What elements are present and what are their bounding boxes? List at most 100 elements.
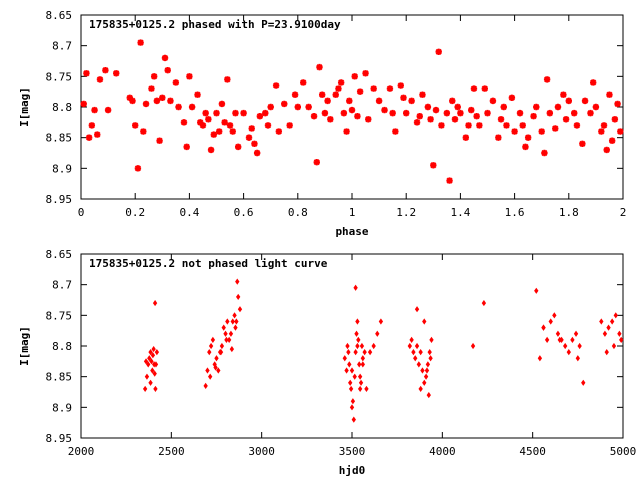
data-point bbox=[205, 116, 212, 123]
data-point bbox=[476, 122, 483, 129]
data-point bbox=[360, 361, 366, 368]
data-point bbox=[281, 100, 288, 108]
data-point bbox=[210, 336, 216, 343]
data-point bbox=[606, 324, 611, 331]
data-point bbox=[94, 131, 101, 138]
data-point bbox=[224, 76, 231, 83]
data-point bbox=[438, 122, 445, 129]
data-point bbox=[221, 119, 228, 126]
data-point bbox=[332, 91, 339, 98]
data-point bbox=[351, 73, 358, 80]
data-point bbox=[213, 109, 220, 117]
data-point bbox=[316, 63, 323, 71]
data-point bbox=[365, 116, 372, 123]
x-tick-label: 1.8 bbox=[559, 206, 579, 219]
data-point bbox=[617, 330, 622, 337]
data-point bbox=[495, 134, 502, 141]
x-tick-label: 3500 bbox=[339, 445, 366, 458]
x-tick-label: 1 bbox=[349, 206, 356, 219]
data-point bbox=[264, 122, 272, 129]
data-point bbox=[245, 134, 253, 141]
data-point bbox=[454, 103, 461, 111]
data-point bbox=[147, 355, 152, 362]
data-point bbox=[435, 48, 442, 55]
data-point bbox=[344, 367, 349, 374]
data-point bbox=[355, 318, 360, 325]
data-point bbox=[235, 278, 240, 285]
data-point bbox=[310, 113, 318, 120]
data-point bbox=[557, 336, 562, 343]
data-point bbox=[126, 94, 133, 101]
data-point bbox=[617, 128, 624, 135]
data-point bbox=[426, 391, 431, 399]
data-point bbox=[367, 349, 373, 356]
data-point bbox=[484, 109, 491, 117]
data-point bbox=[351, 416, 356, 423]
data-point bbox=[524, 134, 532, 141]
data-point bbox=[470, 85, 478, 92]
y-tick-label: 8.85 bbox=[46, 371, 73, 384]
data-point bbox=[236, 293, 241, 301]
chart-title: 175835+0125.2 phased with P=23.9100day bbox=[89, 18, 341, 31]
x-tick-label: 2500 bbox=[158, 445, 185, 458]
data-point bbox=[113, 70, 120, 77]
data-point bbox=[213, 364, 218, 371]
data-point bbox=[232, 109, 239, 117]
data-point bbox=[210, 131, 217, 138]
data-point bbox=[343, 128, 350, 135]
data-point bbox=[581, 379, 586, 386]
data-point bbox=[570, 336, 575, 343]
x-tick-label: 1.2 bbox=[396, 206, 416, 219]
data-point bbox=[218, 100, 226, 108]
data-point bbox=[150, 352, 156, 359]
data-point bbox=[305, 103, 312, 111]
y-axis-label: I[mag] bbox=[18, 326, 31, 366]
data-point bbox=[183, 143, 190, 151]
data-point bbox=[619, 336, 624, 343]
data-point bbox=[140, 128, 147, 135]
data-point bbox=[262, 109, 269, 117]
x-axis-label: hjd0 bbox=[339, 464, 366, 477]
x-tick-label: 5000 bbox=[610, 445, 637, 458]
x-tick-label: 1.4 bbox=[450, 206, 470, 219]
data-point bbox=[300, 79, 307, 86]
data-point bbox=[500, 103, 507, 111]
x-tick-label: 4000 bbox=[429, 445, 456, 458]
data-point bbox=[375, 330, 380, 337]
data-point bbox=[342, 355, 347, 362]
data-point bbox=[142, 100, 150, 108]
data-point bbox=[226, 122, 234, 129]
data-point bbox=[409, 336, 414, 343]
data-point bbox=[497, 116, 505, 123]
data-point bbox=[148, 379, 153, 386]
data-point bbox=[371, 342, 376, 350]
data-point bbox=[481, 85, 488, 92]
data-point bbox=[592, 103, 600, 111]
chart-title: 175835+0125.2 not phased light curve bbox=[89, 257, 328, 270]
data-point bbox=[604, 349, 609, 356]
data-point bbox=[156, 137, 163, 144]
data-point bbox=[422, 379, 427, 386]
data-point bbox=[88, 122, 96, 129]
data-point bbox=[229, 345, 235, 353]
data-point bbox=[348, 379, 353, 386]
data-point bbox=[234, 143, 242, 151]
data-point bbox=[350, 398, 356, 405]
data-point bbox=[172, 79, 180, 86]
data-point bbox=[353, 284, 358, 291]
data-point bbox=[186, 73, 193, 80]
data-point bbox=[449, 97, 456, 105]
data-point bbox=[603, 146, 610, 154]
data-point bbox=[422, 318, 427, 325]
data-point bbox=[153, 97, 161, 105]
data-point bbox=[348, 106, 356, 114]
data-point bbox=[294, 103, 301, 111]
data-point bbox=[203, 382, 208, 389]
data-point bbox=[606, 91, 613, 98]
x-tick-label: 4500 bbox=[519, 445, 546, 458]
data-point bbox=[443, 109, 451, 117]
data-point bbox=[208, 373, 213, 380]
x-tick-label: 3000 bbox=[248, 445, 275, 458]
data-point bbox=[228, 330, 234, 337]
panel-phased: 8.65 8.7 8.75 8.8 8.85 8.9 8.95 0 0.2 0.4 0.6 0.8 1 1… bbox=[18, 9, 626, 238]
